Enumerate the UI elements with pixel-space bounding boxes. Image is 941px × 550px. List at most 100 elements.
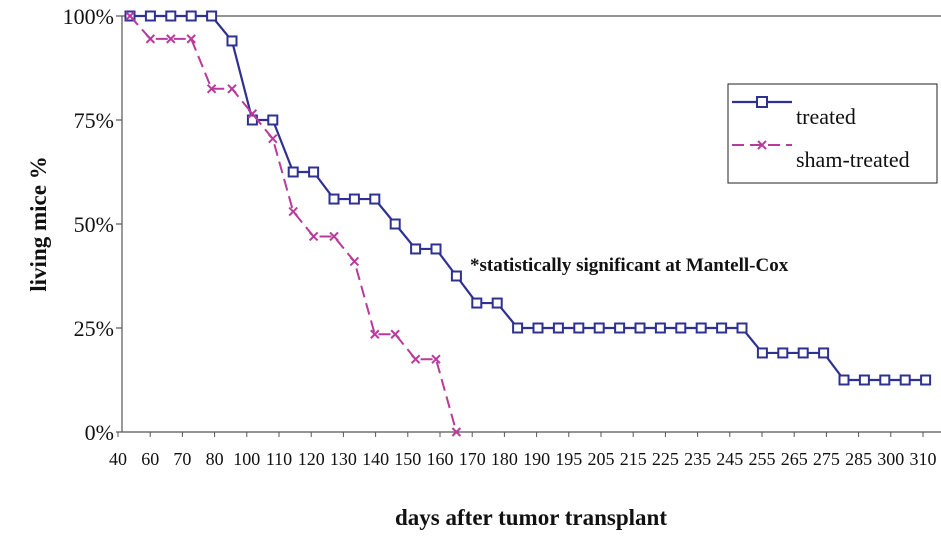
- data-point-sham-treated: [186, 34, 196, 44]
- data-point-treated: [491, 297, 503, 309]
- x-tick-label: 110: [266, 449, 292, 469]
- x-tick-label: 140: [362, 449, 389, 469]
- chart-axes: [121, 15, 941, 433]
- y-tick-label: 50%: [74, 212, 114, 237]
- data-point-treated: [369, 193, 381, 205]
- data-point-treated: [818, 347, 830, 359]
- data-point-treated: [777, 347, 789, 359]
- legend: treated sham-treated: [727, 83, 938, 184]
- data-point-treated: [920, 374, 932, 386]
- x-tick-label: 60: [141, 449, 159, 469]
- x-tick-label: 190: [523, 449, 550, 469]
- data-point-treated: [165, 10, 177, 22]
- y-tick-label: 25%: [74, 316, 114, 341]
- data-point-sham-treated: [268, 134, 278, 144]
- data-point-treated: [879, 374, 891, 386]
- x-tick-label: 195: [555, 449, 582, 469]
- data-point-treated: [144, 10, 156, 22]
- data-point-sham-treated: [308, 231, 319, 242]
- annotation-note: *statistically significant at Mantell-Co…: [470, 255, 789, 276]
- data-point-treated: [410, 243, 422, 255]
- data-point-sham-treated: [431, 354, 441, 364]
- x-tick-label: 80: [206, 449, 224, 469]
- x-tick-label: 70: [173, 449, 191, 469]
- data-point-sham-treated: [451, 427, 462, 437]
- x-tick-label: 205: [588, 449, 615, 469]
- data-point-sham-treated: [288, 206, 298, 217]
- data-point-treated: [593, 322, 605, 334]
- x-tick-label: 300: [877, 449, 904, 469]
- series-layer: [124, 10, 932, 437]
- x-tick-label: 215: [620, 449, 647, 469]
- data-point-treated: [552, 322, 564, 334]
- x-tick-label: 285: [845, 449, 872, 469]
- data-point-sham-treated: [370, 329, 380, 339]
- data-point-treated: [348, 193, 360, 205]
- data-point-treated: [756, 347, 768, 359]
- legend-sham-label: sham-treated: [796, 147, 910, 172]
- data-point-treated: [716, 322, 728, 334]
- data-point-sham-treated: [145, 34, 156, 44]
- x-tick-label: 265: [781, 449, 808, 469]
- y-tick-label: 100%: [63, 4, 114, 29]
- data-point-treated: [267, 114, 279, 126]
- x-tick-label: 120: [298, 449, 325, 469]
- x-tick-label: 170: [459, 449, 486, 469]
- x-tick-label: 225: [652, 449, 679, 469]
- data-point-sham-treated: [247, 109, 258, 119]
- x-tick-label: 245: [716, 449, 743, 469]
- data-point-treated: [736, 322, 748, 334]
- x-ticks: 40 60 70 80 100 110 120 130 140 150 160 170 180 190 19…: [109, 432, 937, 469]
- x-tick-label: 150: [394, 449, 421, 469]
- data-point-treated: [328, 193, 340, 205]
- data-point-sham-treated: [329, 231, 339, 242]
- x-tick-label: 275: [813, 449, 840, 469]
- data-point-treated: [899, 374, 911, 386]
- data-point-sham-treated: [410, 354, 421, 364]
- x-tick-label: 310: [910, 449, 937, 469]
- data-point-treated: [226, 35, 238, 47]
- data-point-sham-treated: [206, 84, 217, 94]
- x-tick-label: 180: [491, 449, 518, 469]
- y-tick-label: 75%: [74, 108, 114, 133]
- data-point-treated: [206, 10, 218, 22]
- data-point-treated: [532, 322, 544, 334]
- data-point-sham-treated: [227, 84, 237, 94]
- data-point-sham-treated: [125, 11, 135, 21]
- data-point-treated: [858, 374, 870, 386]
- data-point-treated: [308, 166, 320, 178]
- x-tick-label: 130: [330, 449, 357, 469]
- y-axis-title: living mice %: [26, 156, 51, 291]
- data-point-treated: [797, 347, 809, 359]
- legend-sham-marker: [757, 140, 767, 150]
- data-point-treated: [471, 297, 483, 309]
- series-line-sham-treated: [129, 15, 458, 433]
- data-point-treated: [573, 322, 585, 334]
- data-point-treated: [675, 322, 687, 334]
- series-line-treated: [130, 14, 926, 382]
- y-ticks: 0% 25% 50% 75% 100%: [63, 4, 122, 445]
- data-point-treated: [614, 322, 626, 334]
- data-point-treated: [185, 10, 197, 22]
- legend-treated-marker: [756, 96, 768, 108]
- data-point-treated: [450, 270, 462, 282]
- data-point-sham-treated: [166, 34, 176, 44]
- data-point-treated: [287, 166, 299, 178]
- x-tick-label: 255: [749, 449, 776, 469]
- data-point-sham-treated: [390, 329, 400, 339]
- x-tick-label: 160: [427, 449, 454, 469]
- data-point-treated: [634, 322, 646, 334]
- x-tick-label: 100: [233, 449, 260, 469]
- x-tick-label: 40: [109, 449, 127, 469]
- data-point-treated: [838, 374, 850, 386]
- x-axis-title: days after tumor transplant: [395, 505, 667, 530]
- legend-treated-label: treated: [796, 104, 856, 129]
- data-point-treated: [512, 322, 524, 334]
- data-point-treated: [389, 218, 401, 230]
- data-point-treated: [695, 322, 707, 334]
- data-point-sham-treated: [349, 256, 360, 267]
- data-point-treated: [654, 322, 666, 334]
- data-point-treated: [430, 243, 442, 255]
- x-tick-label: 235: [684, 449, 711, 469]
